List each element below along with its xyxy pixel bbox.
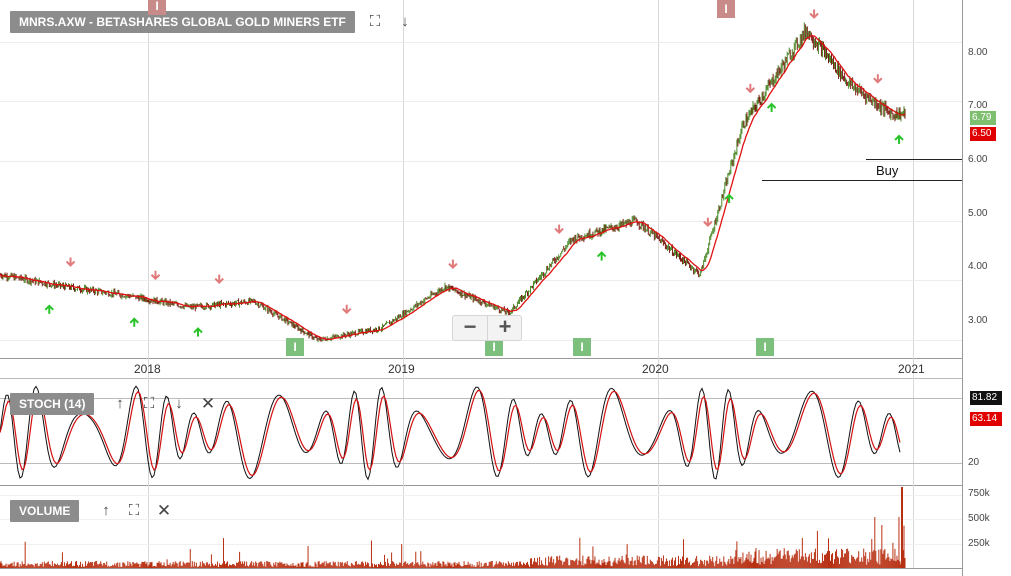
stoch-ref-tick: 20 — [968, 457, 980, 468]
arrow-down-icon[interactable]: ↓ — [401, 13, 409, 30]
close-icon[interactable]: ✕ — [200, 394, 216, 413]
stoch-k-tag: 81.82 — [962, 391, 1003, 405]
volume-tick: 500k — [968, 513, 990, 524]
symbol-title[interactable]: MNRS.AXW - BETASHARES GLOBAL GOLD MINERS… — [10, 11, 355, 33]
y-tick-label: 7.00 — [968, 100, 988, 111]
sell-arrow — [745, 83, 756, 94]
event-flag[interactable]: I — [573, 338, 591, 356]
y-tick-label: 6.00 — [968, 154, 988, 165]
volume-tick: 750k — [968, 488, 990, 499]
event-flag[interactable]: I — [286, 338, 304, 356]
y-tick-label: 3.00 — [968, 315, 988, 326]
sell-arrow — [703, 217, 713, 228]
event-flag[interactable]: I — [148, 0, 166, 15]
stoch-d-value: 63.14 — [972, 413, 998, 424]
buy-arrow — [894, 134, 904, 144]
stoch-d-tag: 63.14 — [962, 412, 1003, 426]
sell-arrow — [809, 9, 819, 19]
zoom-control: − + — [452, 315, 522, 341]
buy-arrow — [596, 251, 607, 261]
event-flag[interactable]: I — [485, 338, 503, 356]
close-icon[interactable]: ✕ — [156, 501, 172, 520]
stoch-k-line — [0, 385, 901, 481]
sell-arrow — [65, 257, 76, 267]
buy-arrow — [129, 317, 139, 327]
ma-price-value: 6.50 — [972, 128, 992, 139]
event-flag[interactable]: I — [717, 0, 735, 18]
sell-arrow — [448, 259, 458, 270]
x-tick-label: 2021 — [898, 362, 925, 376]
buy-arrow — [193, 327, 203, 337]
sell-arrow — [341, 304, 352, 315]
volume-title[interactable]: VOLUME — [10, 500, 80, 522]
ma-price-tag: 6.50 — [962, 127, 997, 141]
stochastic-lines — [0, 385, 901, 481]
sell-arrow — [150, 270, 161, 281]
buy-arrow — [724, 193, 734, 204]
arrow-up-icon[interactable]: ↑ — [116, 395, 124, 412]
stoch-title[interactable]: STOCH (14) — [10, 393, 95, 415]
expand-icon[interactable]: ⛶ — [128, 502, 140, 519]
expand-icon[interactable]: ⛶ — [143, 395, 155, 412]
arrow-down-icon[interactable]: ↓ — [175, 395, 183, 412]
expand-icon[interactable]: ⛶ — [369, 13, 381, 30]
volume-tick: 250k — [968, 538, 990, 549]
y-tick-label: 5.00 — [968, 208, 988, 219]
stoch-d-line — [0, 389, 901, 477]
buy-arrow — [766, 102, 777, 113]
sell-arrow — [214, 274, 224, 284]
x-tick-label: 2019 — [388, 362, 415, 376]
signal-arrows — [44, 9, 904, 337]
grid-lines — [0, 0, 962, 568]
arrow-up-icon[interactable]: ↑ — [102, 502, 110, 519]
x-tick-label: 2020 — [642, 362, 669, 376]
ma-line — [0, 34, 906, 341]
buy-arrow — [44, 304, 54, 314]
moving-average — [0, 34, 906, 341]
buy-label: Buy — [876, 163, 899, 178]
volume-bars — [0, 487, 906, 568]
candles — [0, 22, 906, 343]
zoom-in-button[interactable]: + — [487, 316, 522, 340]
last-price-value: 6.79 — [972, 112, 992, 123]
zoom-out-button[interactable]: − — [463, 314, 477, 339]
sell-arrow — [873, 74, 883, 84]
y-tick-label: 8.00 — [968, 47, 988, 58]
last-price-tag: 6.79 — [962, 111, 997, 125]
sell-arrow — [554, 224, 564, 234]
stoch-k-value: 81.82 — [972, 392, 998, 403]
x-tick-label: 2018 — [134, 362, 161, 376]
y-tick-label: 4.00 — [968, 261, 988, 272]
event-flag[interactable]: I — [756, 338, 774, 356]
